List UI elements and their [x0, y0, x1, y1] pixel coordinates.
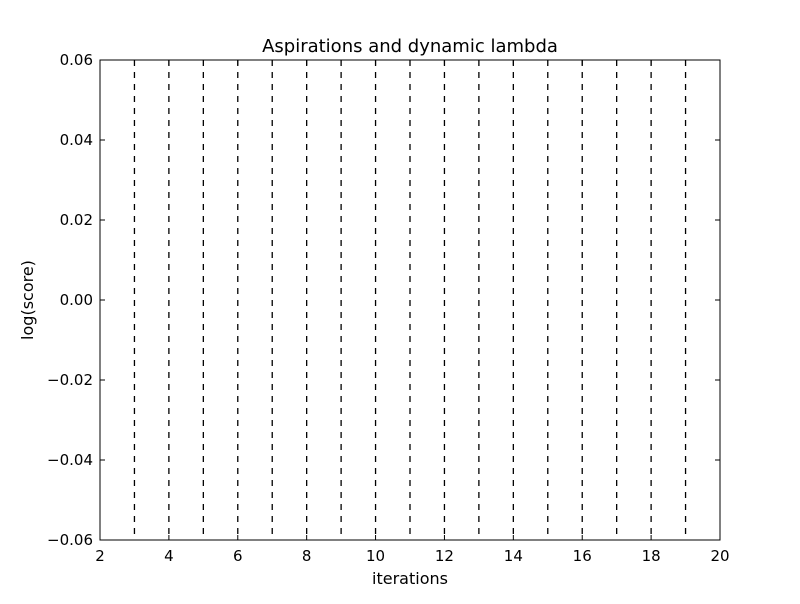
- y-tick-label: −0.02: [47, 371, 93, 389]
- x-tick-label: 16: [573, 547, 592, 565]
- y-tick-label: −0.04: [47, 451, 93, 469]
- x-tick-label: 12: [435, 547, 454, 565]
- x-tick-label: 14: [504, 547, 523, 565]
- x-tick-label: 8: [302, 547, 312, 565]
- y-axis-label: log(score): [18, 260, 37, 340]
- y-tick-label: 0.04: [60, 131, 93, 149]
- x-axis-label: iterations: [372, 569, 448, 588]
- x-tick-label: 18: [642, 547, 661, 565]
- y-tick-label: −0.06: [47, 531, 93, 549]
- y-tick-label: 0.02: [60, 211, 93, 229]
- x-tick-label: 10: [366, 547, 385, 565]
- chart-title: Aspirations and dynamic lambda: [262, 36, 558, 57]
- y-tick-label: 0.06: [60, 51, 93, 69]
- x-tick-label: 4: [164, 547, 174, 565]
- x-ticks-layer: 2 4 6 8 10 12 14 16 18 20: [95, 60, 730, 565]
- y-ticks-layer: −0.06 −0.04 −0.02 0.00 0.02 0.04 0.06: [47, 51, 720, 549]
- y-tick-label: 0.00: [60, 291, 93, 309]
- x-tick-label: 2: [95, 547, 105, 565]
- x-tick-label: 20: [710, 547, 729, 565]
- x-tick-label: 6: [233, 547, 243, 565]
- vertical-lines-layer: [133, 60, 687, 540]
